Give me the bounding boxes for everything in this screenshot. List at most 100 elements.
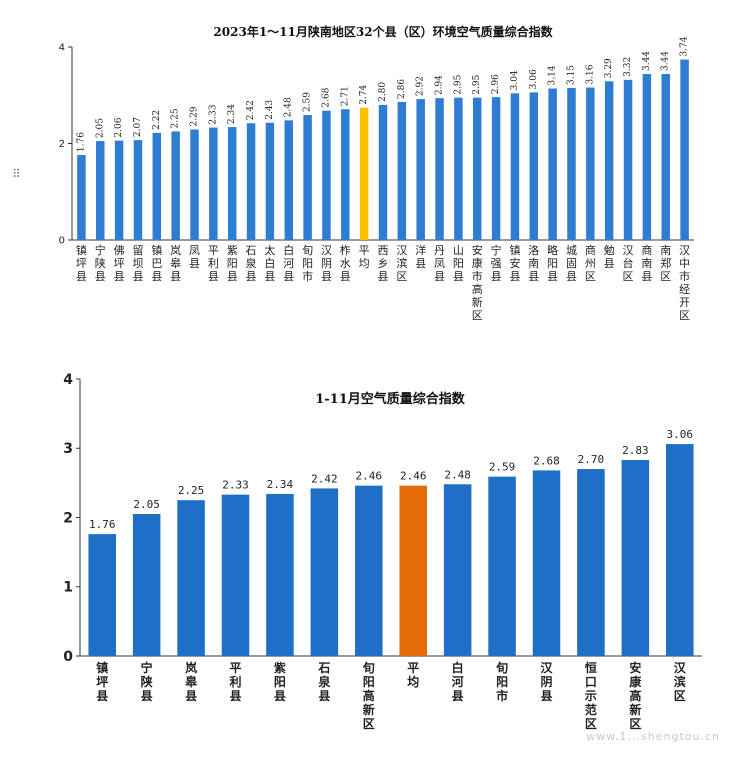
category-label-char: 皋 — [185, 674, 198, 689]
data-label: 1.76 — [76, 132, 86, 152]
data-label: 3.32 — [623, 57, 633, 77]
category-label-char: 县 — [378, 270, 389, 283]
data-label: 2.95 — [472, 74, 482, 94]
data-label: 2.42 — [246, 100, 256, 120]
bar — [209, 127, 218, 240]
category-label-char: 高 — [363, 688, 375, 703]
category-label-char: 县 — [415, 257, 426, 270]
category-label-char: 固 — [566, 257, 577, 270]
bar — [586, 87, 595, 240]
bar — [171, 131, 180, 240]
category-label-char: 州 — [585, 257, 596, 270]
bar — [88, 534, 116, 656]
category-label-char: 滨 — [396, 256, 407, 270]
y-tick-label: 4 — [63, 372, 73, 388]
category-label-char: 市 — [679, 269, 690, 283]
category-label-char: 县 — [229, 689, 241, 703]
bar — [190, 129, 199, 240]
category-label-char: 县 — [491, 270, 502, 283]
category-label-char: 经 — [679, 283, 690, 296]
y-tick-label: 0 — [63, 649, 73, 665]
data-label: 3.14 — [548, 65, 558, 85]
category-label-char: 县 — [227, 270, 238, 283]
category-label-char: 滨 — [674, 674, 686, 689]
category-label-char: 紫 — [274, 660, 286, 675]
category-label-char: 宁 — [95, 243, 106, 257]
category-label-char: 南 — [528, 257, 539, 270]
data-label: 2.46 — [400, 470, 427, 483]
bar — [133, 140, 143, 240]
category-label-char: 南 — [641, 257, 652, 270]
category-label-char: 泉 — [318, 674, 331, 689]
bar — [623, 79, 633, 240]
data-label: 2.34 — [227, 104, 237, 124]
data-label: 2.46 — [356, 470, 383, 483]
bar — [322, 110, 331, 240]
drag-handle-icon[interactable]: ⠿ — [12, 167, 21, 181]
category-label-char: 岚 — [170, 244, 181, 257]
bar — [310, 488, 339, 656]
category-label-char: 平 — [229, 661, 241, 675]
bar — [491, 97, 501, 241]
watermark: www.1...shengtou.cn — [586, 730, 720, 743]
bar — [341, 109, 350, 241]
category-label-char: 宁 — [141, 660, 153, 675]
bar — [77, 155, 86, 240]
bar — [661, 74, 670, 241]
category-label-char: 镇 — [96, 660, 108, 675]
category-label-char: 旬 — [362, 660, 375, 675]
category-label-char: 县 — [246, 270, 257, 283]
data-label: 2.59 — [303, 92, 313, 112]
bar — [359, 107, 369, 240]
bar — [96, 141, 105, 240]
category-label-char: 汉 — [674, 660, 687, 675]
category-label-char: 阳 — [363, 674, 375, 689]
category-label-char: 岚 — [185, 660, 197, 675]
category-label-char: 区 — [674, 689, 686, 703]
data-label: 2.86 — [397, 79, 407, 99]
data-label: 2.92 — [416, 76, 426, 96]
data-label: 1.76 — [89, 518, 116, 531]
category-label-char: 平 — [407, 661, 419, 675]
bar — [355, 485, 383, 656]
category-label-char: 巴 — [151, 257, 162, 270]
y-tick-label: 0 — [59, 236, 65, 247]
category-label-char: 高 — [629, 688, 641, 703]
category-label-char: 县 — [434, 270, 445, 283]
category-label-char: 陕 — [141, 674, 153, 689]
category-label-char: 丹 — [434, 244, 445, 257]
category-label-char: 区 — [679, 309, 690, 322]
category-label-char: 县 — [141, 689, 153, 703]
data-label: 2.80 — [378, 82, 388, 102]
bar — [303, 115, 312, 240]
category-label-char: 阴 — [540, 674, 552, 689]
data-label: 3.06 — [667, 428, 694, 441]
category-label-char: 新 — [472, 295, 483, 309]
bar — [488, 476, 516, 656]
category-label-char: 阳 — [496, 674, 508, 689]
category-label-char: 县 — [185, 689, 197, 703]
category-label-char: 县 — [641, 270, 652, 283]
category-label-char: 镇 — [151, 243, 162, 257]
category-label-char: 县 — [170, 270, 181, 283]
data-label: 3.16 — [585, 64, 595, 84]
data-label: 2.07 — [133, 117, 143, 137]
bar — [114, 140, 124, 240]
bar — [246, 123, 256, 240]
category-label-char: 太 — [264, 244, 275, 257]
category-label-char: 阴 — [321, 257, 332, 270]
category-label-char: 石 — [246, 244, 257, 257]
data-label: 2.59 — [489, 461, 516, 474]
chart-county-air-quality: 2023年1～11月陕南地区32个县（区）环境空气质量综合指数 0 2 4 1.76 镇坪… — [59, 24, 694, 322]
category-label-char: 县 — [453, 270, 464, 283]
category-label-char: 阳 — [453, 257, 464, 270]
category-label-char: 安 — [509, 256, 520, 270]
data-label: 2.42 — [311, 472, 338, 485]
data-label: 2.74 — [359, 84, 369, 104]
bar — [227, 127, 237, 240]
category-label-char: 区 — [363, 717, 375, 731]
data-label: 2.33 — [222, 479, 249, 492]
category-label-char: 汉 — [540, 660, 553, 675]
category-label-char: 区 — [585, 270, 596, 283]
category-label-char: 商 — [641, 243, 652, 257]
